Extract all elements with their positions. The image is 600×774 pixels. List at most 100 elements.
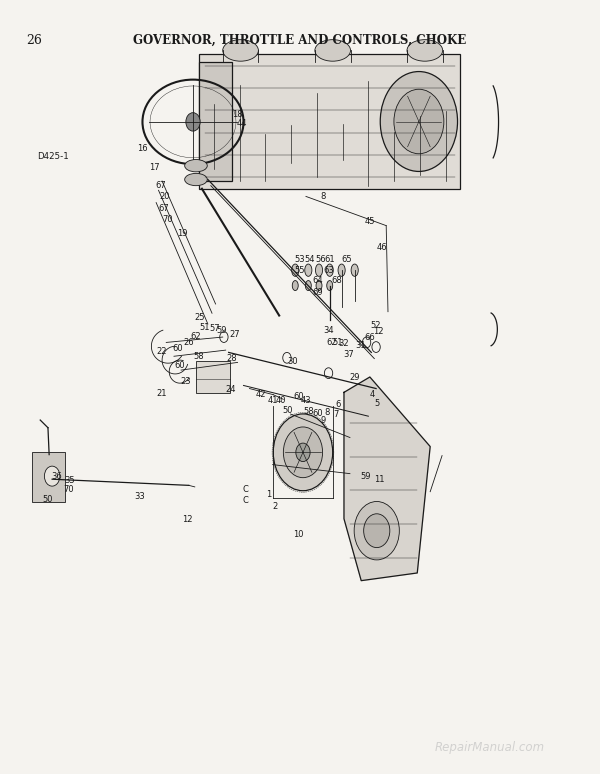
Bar [199,54,460,189]
Text: 50: 50 [283,406,293,415]
Ellipse shape [292,280,298,290]
Circle shape [364,514,390,547]
Ellipse shape [315,39,350,61]
Bar [32,452,65,502]
Ellipse shape [326,264,333,276]
Text: 51: 51 [333,338,343,347]
Text: 52: 52 [371,321,382,330]
Polygon shape [344,377,430,580]
Text: 44: 44 [236,119,247,128]
Ellipse shape [327,280,332,290]
Text: 60: 60 [312,409,323,418]
Ellipse shape [185,159,207,172]
Text: 53: 53 [295,255,305,264]
Text: 8: 8 [324,408,329,417]
Text: GOVERNOR, THROTTLE AND CONTROLS, CHOKE: GOVERNOR, THROTTLE AND CONTROLS, CHOKE [133,33,467,46]
Text: 60: 60 [173,344,184,353]
Text: 58: 58 [194,351,204,361]
Text: 54: 54 [305,255,316,264]
Text: 1: 1 [266,490,272,499]
Text: 40: 40 [276,396,286,406]
Text: 42: 42 [256,390,266,399]
Text: 7: 7 [333,410,338,420]
Circle shape [394,89,444,154]
Ellipse shape [407,39,443,61]
Text: 26: 26 [183,338,194,347]
Ellipse shape [185,173,207,186]
Text: C: C [242,496,248,505]
Circle shape [354,502,400,560]
Text: 12: 12 [182,515,193,524]
Text: 26: 26 [26,33,43,46]
Text: 22: 22 [157,348,167,356]
Text: 9: 9 [320,416,326,425]
Text: 11: 11 [374,474,385,484]
Text: 19: 19 [177,229,188,238]
Text: 62: 62 [327,338,337,347]
Text: 31: 31 [355,341,366,350]
Text: 20: 20 [159,192,170,201]
Text: 16: 16 [137,144,148,153]
Text: 66: 66 [365,334,376,342]
Text: 67: 67 [158,204,169,213]
Text: 45: 45 [365,217,376,226]
Ellipse shape [305,280,311,290]
Text: 64: 64 [313,276,323,286]
Ellipse shape [223,39,259,61]
Text: 12: 12 [373,327,384,336]
Text: 43: 43 [301,396,311,405]
Text: 6: 6 [335,400,341,409]
Circle shape [186,113,200,131]
Ellipse shape [292,264,299,276]
Text: 50: 50 [42,495,53,504]
Text: 68: 68 [331,276,342,286]
Text: 32: 32 [338,340,349,348]
Text: 30: 30 [287,357,298,366]
Text: 5: 5 [374,399,380,409]
Text: D425-1: D425-1 [37,152,69,161]
Text: C: C [242,485,248,494]
Text: 24: 24 [225,385,236,394]
Text: RepairManual.com: RepairManual.com [435,741,545,755]
Text: 59: 59 [216,326,227,334]
Text: 67: 67 [155,181,166,190]
Ellipse shape [316,264,323,276]
Text: 56: 56 [316,255,326,264]
Text: 29: 29 [349,372,360,382]
Ellipse shape [338,264,345,276]
Text: 23: 23 [180,377,191,386]
Text: 63: 63 [323,266,334,276]
Ellipse shape [305,264,312,276]
Text: 51: 51 [200,323,210,331]
Ellipse shape [351,264,358,276]
Text: 61: 61 [325,255,335,264]
Text: 36: 36 [51,472,62,481]
Text: 58: 58 [303,407,314,416]
Bar [199,62,232,181]
Text: 62: 62 [191,332,201,341]
Text: 2: 2 [272,502,278,511]
Text: 35: 35 [64,476,74,485]
Circle shape [273,414,332,491]
Text: 60: 60 [174,361,185,370]
Text: 4: 4 [370,390,375,399]
Text: 10: 10 [293,530,304,539]
Text: 17: 17 [149,163,160,173]
Text: 28: 28 [226,354,237,363]
Text: 69: 69 [313,288,323,297]
Text: 25: 25 [195,313,205,322]
Text: 59: 59 [360,472,371,481]
Text: 8: 8 [320,192,325,201]
Bar [196,361,230,393]
Circle shape [283,427,323,478]
Text: 18: 18 [232,110,243,118]
Text: 70: 70 [163,215,173,224]
Text: 55: 55 [295,266,305,276]
Text: 65: 65 [341,255,352,264]
Text: 37: 37 [343,350,354,359]
Ellipse shape [316,280,322,290]
Text: 21: 21 [157,389,167,398]
Text: 27: 27 [229,330,240,339]
Text: 70: 70 [63,485,73,495]
Text: 41: 41 [268,396,278,406]
